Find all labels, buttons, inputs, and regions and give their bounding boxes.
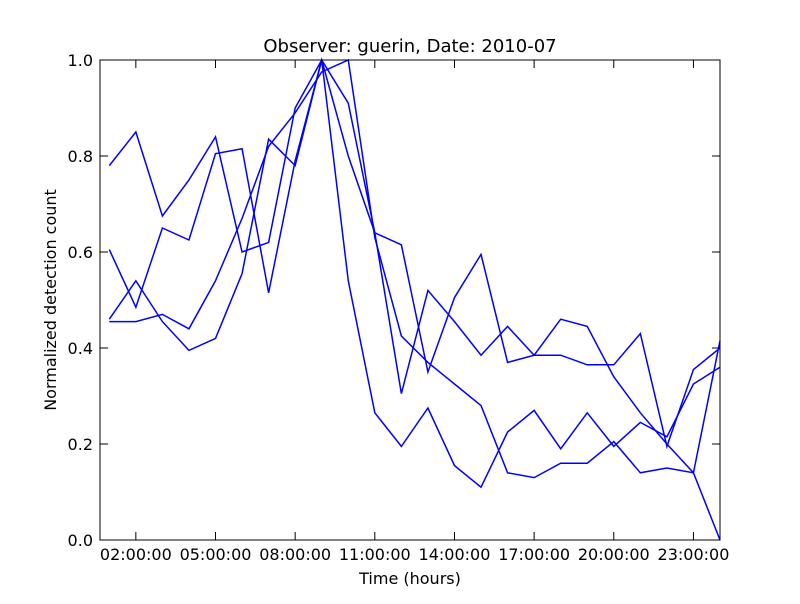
x-tick-label: 02:00:00 [100,545,172,564]
x-tick-label: 11:00:00 [339,545,411,564]
x-tick-label: 17:00:00 [498,545,570,564]
series-line-1 [108,58,721,450]
x-tick-label: 14:00:00 [419,545,491,564]
y-tick-label: 0.8 [68,147,93,166]
series-line-4 [109,58,721,541]
y-tick-label: 0.2 [68,435,93,454]
series-line-2 [108,59,721,489]
y-tick-label: 0.0 [68,531,93,550]
x-tick-label: 08:00:00 [259,545,331,564]
x-tick-label: 23:00:00 [658,545,730,564]
plot-frame [99,59,721,541]
x-axis-label: Time (hours) [358,569,461,588]
plot-lines [108,57,721,541]
x-tick-label: 05:00:00 [180,545,252,564]
chart-title: Observer: guerin, Date: 2010-07 [263,36,556,57]
series-line-3 [108,57,721,475]
x-tick-label: 20:00:00 [578,545,650,564]
x-axis: 02:00:00 05:00:00 08:00:00 11:00:00 14:00:00… [100,60,729,564]
y-tick-label: 0.6 [68,243,93,262]
y-tick-label: 0.4 [68,339,93,358]
y-axis: 0.0 0.2 0.4 0.6 0.8 1.0 [68,51,720,550]
y-tick-label: 1.0 [68,51,93,70]
y-axis-label: Normalized detection count [41,189,60,411]
